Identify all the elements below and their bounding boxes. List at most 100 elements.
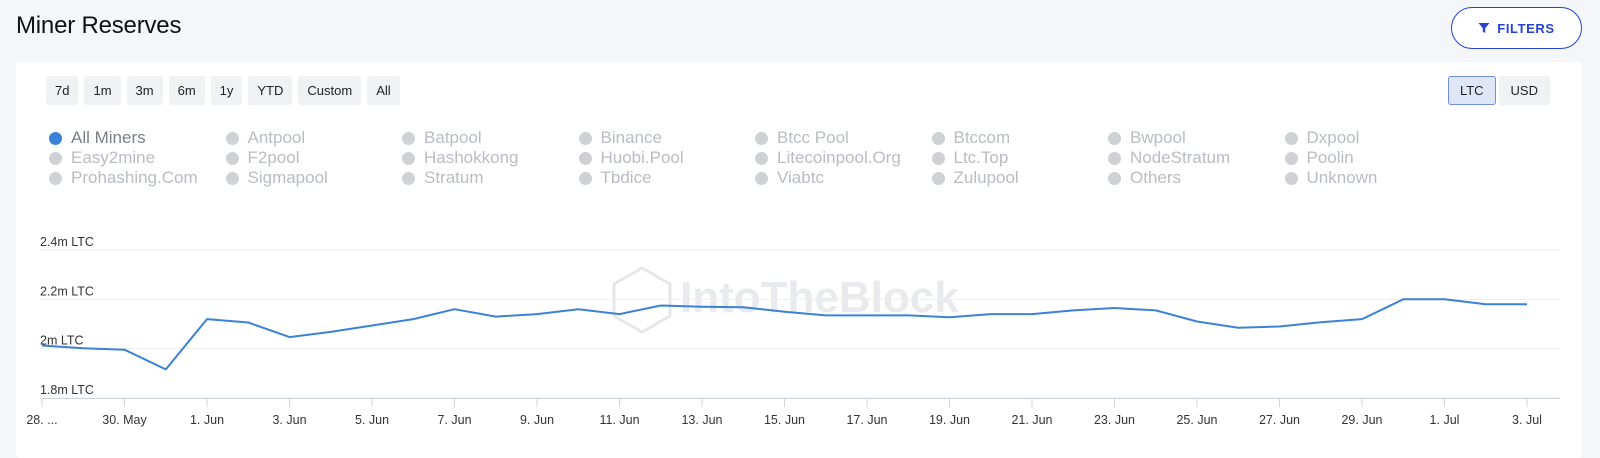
- x-tick-label: 27. Jun: [1259, 413, 1300, 427]
- range-all-button[interactable]: All: [367, 76, 400, 105]
- legend-item-prohashing-com[interactable]: Prohashing.Com: [49, 168, 226, 187]
- y-tick-label: 1.8m LTC: [40, 383, 94, 397]
- legend-dot-icon: [578, 171, 592, 185]
- legend-item-dxpool[interactable]: Dxpool: [1284, 128, 1462, 147]
- legend-item-f2pool[interactable]: F2pool: [225, 148, 403, 167]
- legend-item-tbdice[interactable]: Tbdice: [578, 168, 756, 187]
- legend-label: Dxpool: [1306, 128, 1360, 147]
- legend-label: All Miners: [71, 128, 146, 147]
- legend-dot-icon: [402, 151, 415, 165]
- y-tick-label: 2.4m LTC: [40, 235, 94, 249]
- legend-item-poolin[interactable]: Poolin: [1284, 148, 1462, 167]
- legend-item-unknown[interactable]: Unknown: [1284, 168, 1462, 187]
- legend-label: Binance: [600, 128, 662, 147]
- range-3m-button[interactable]: 3m: [126, 76, 163, 105]
- unit-selector: LTC USD: [1447, 76, 1550, 105]
- x-tick-label: 21. Jun: [1011, 413, 1052, 427]
- legend-dot-icon: [225, 131, 239, 145]
- x-tick-label: 3. Jul: [1512, 413, 1542, 427]
- legend-label: Poolin: [1306, 148, 1354, 167]
- legend-label: Batpool: [424, 128, 482, 147]
- x-tick-label: 1. Jul: [1430, 413, 1460, 427]
- legend-item-all-miners[interactable]: All Miners: [49, 128, 226, 147]
- legend-item-nodestratum[interactable]: NodeStratum: [1108, 148, 1285, 167]
- chart-legend: All Miners Antpool Batpool Binance Btcc Pool…: [49, 128, 1449, 187]
- legend-label: Prohashing.Com: [71, 168, 198, 187]
- filter-icon: [1478, 23, 1490, 33]
- legend-item-ltc-top[interactable]: Ltc.Top: [931, 148, 1109, 167]
- legend-dot-icon: [1284, 171, 1298, 185]
- y-tick-label: 2.2m LTC: [40, 284, 94, 298]
- legend-dot-icon: [49, 131, 62, 145]
- legend-item-binance[interactable]: Binance: [578, 128, 756, 147]
- legend-dot-icon: [755, 151, 768, 165]
- range-custom-button[interactable]: Custom: [298, 76, 362, 105]
- legend-item-btcc-pool[interactable]: Btcc Pool: [755, 128, 932, 147]
- x-tick-label: 7. Jun: [437, 413, 471, 427]
- legend-item-viabtc[interactable]: Viabtc: [755, 168, 932, 187]
- watermark-logo-icon: [612, 266, 672, 334]
- chart-card: 7d 1m 3m 6m 1y YTD Custom All LTC USD Al…: [16, 62, 1582, 458]
- legend-label: Litecoinpool.Org: [777, 148, 901, 167]
- legend-item-stratum[interactable]: Stratum: [402, 168, 579, 187]
- legend-item-easy2mine[interactable]: Easy2mine: [49, 148, 226, 167]
- watermark-text: IntoTheBlock: [680, 273, 959, 322]
- range-1y-button[interactable]: 1y: [210, 76, 243, 105]
- legend-label: Btcc Pool: [777, 128, 849, 147]
- page-title: Miner Reserves: [16, 12, 182, 39]
- legend-dot-icon: [755, 171, 768, 185]
- legend-dot-icon: [225, 171, 239, 185]
- legend-item-others[interactable]: Others: [1108, 168, 1285, 187]
- legend-dot-icon: [49, 171, 62, 185]
- legend-label: Ltc.Top: [953, 148, 1009, 167]
- series-line-all-miners: [41, 298, 1527, 371]
- legend-label: Unknown: [1306, 168, 1378, 187]
- legend-item-hashokkong[interactable]: Hashokkong: [402, 148, 579, 167]
- legend-dot-icon: [1284, 151, 1298, 165]
- x-tick-label: 11. Jun: [599, 413, 639, 427]
- legend-item-btccom[interactable]: Btccom: [931, 128, 1109, 147]
- unit-ltc-button[interactable]: LTC: [1447, 76, 1496, 105]
- legend-dot-icon: [578, 151, 592, 165]
- legend-dot-icon: [931, 171, 945, 185]
- legend-label: NodeStratum: [1130, 148, 1231, 167]
- legend-dot-icon: [578, 131, 592, 145]
- x-tick-label: 28. ...: [26, 413, 57, 427]
- x-tick-label: 23. Jun: [1094, 413, 1135, 427]
- range-1m-button[interactable]: 1m: [84, 76, 121, 105]
- legend-item-batpool[interactable]: Batpool: [402, 128, 579, 147]
- range-7d-button[interactable]: 7d: [46, 76, 79, 105]
- legend-label: Others: [1130, 168, 1182, 187]
- legend-item-litecoinpool-org[interactable]: Litecoinpool.Org: [755, 148, 932, 167]
- legend-item-huobi-pool[interactable]: Huobi.Pool: [578, 148, 756, 167]
- range-6m-button[interactable]: 6m: [168, 76, 205, 105]
- filters-button[interactable]: FILTERS: [1451, 7, 1582, 49]
- unit-usd-button[interactable]: USD: [1498, 76, 1550, 105]
- legend-item-bwpool[interactable]: Bwpool: [1108, 128, 1285, 147]
- x-tick-label: 15. Jun: [764, 413, 805, 427]
- legend-item-sigmapool[interactable]: Sigmapool: [225, 168, 403, 187]
- legend-item-antpool[interactable]: Antpool: [225, 128, 403, 147]
- y-tick-label: 2m LTC: [40, 334, 84, 348]
- x-tick-label: 5. Jun: [355, 413, 389, 427]
- legend-dot-icon: [1108, 131, 1121, 145]
- legend-label: F2pool: [247, 148, 300, 167]
- x-tick-label: 3. Jun: [272, 413, 306, 427]
- legend-dot-icon: [1108, 151, 1121, 165]
- x-tick-label: 25. Jun: [1176, 413, 1217, 427]
- legend-label: Tbdice: [600, 168, 652, 187]
- legend-label: Antpool: [247, 128, 306, 147]
- legend-dot-icon: [755, 131, 768, 145]
- range-ytd-button[interactable]: YTD: [248, 76, 293, 105]
- x-tick-label: 9. Jun: [520, 413, 554, 427]
- legend-label: Zulupool: [953, 168, 1019, 187]
- legend-dot-icon: [931, 151, 945, 165]
- legend-item-zulupool[interactable]: Zulupool: [931, 168, 1109, 187]
- x-tick-label: 19. Jun: [929, 413, 970, 427]
- legend-dot-icon: [1108, 171, 1121, 185]
- x-tick-label: 17. Jun: [846, 413, 887, 427]
- legend-label: Bwpool: [1130, 128, 1186, 147]
- legend-label: Easy2mine: [71, 148, 156, 167]
- legend-label: Sigmapool: [247, 168, 328, 187]
